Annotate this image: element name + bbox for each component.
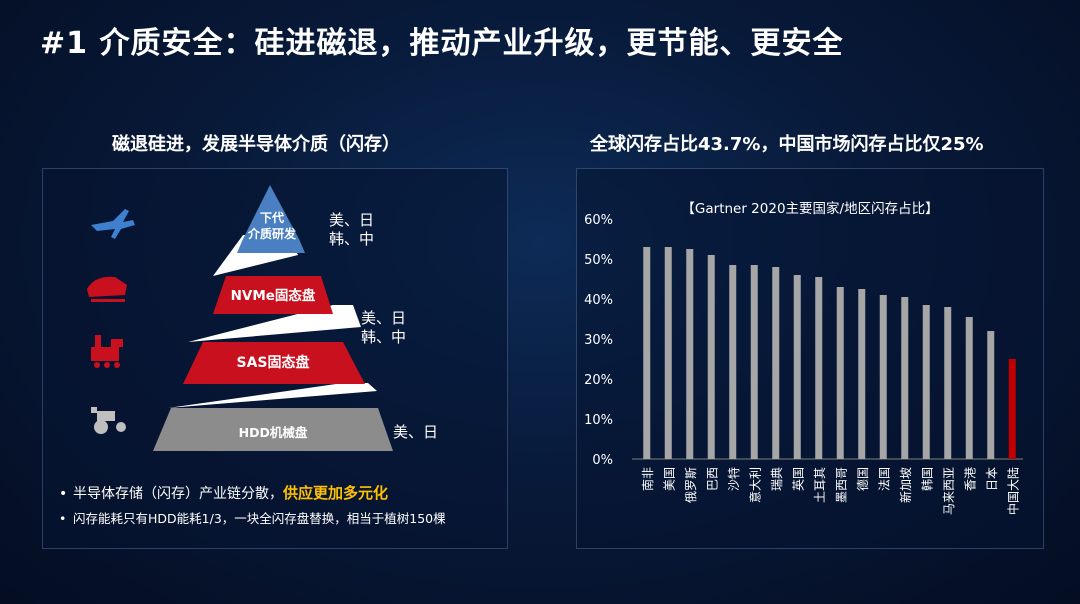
pyramid-connector [188, 305, 361, 342]
bar [729, 265, 737, 459]
bar [707, 255, 715, 459]
y-tick-label: 50% [584, 253, 613, 268]
bar [987, 331, 995, 459]
x-tick-label: 土耳其 [813, 467, 827, 503]
x-tick-label: 日本 [985, 467, 999, 491]
bar [815, 277, 823, 459]
pyramid-level-hdd [153, 408, 393, 451]
x-tick-label: 香港 [963, 467, 977, 491]
x-tick-label: 新加坡 [898, 467, 913, 503]
x-tick-label: 巴西 [705, 467, 719, 491]
pyramid-diagram: 下代 介质研发 NVMe固态盘 SAS固态盘 HDD机械盘 [87, 185, 393, 451]
countries-nvme-line2: 韩、中 [361, 328, 407, 346]
tractor-icon [91, 407, 126, 434]
countries-next-gen: 美、日 韩、中 [329, 211, 374, 249]
chart-title: 【Gartner 2020主要国家/地区闪存占比】 [681, 201, 939, 217]
left-panel-heading: 磁退硅进，发展半导体介质（闪存） [112, 134, 400, 155]
x-tick-label: 德国 [855, 467, 870, 491]
x-tick-label: 俄罗斯 [684, 467, 698, 503]
bullet-item: • 半导体存储（闪存）产业链分散，供应更加多元化 [59, 482, 446, 503]
bar [643, 247, 651, 459]
bar [686, 249, 694, 459]
bullet-text: 半导体存储（闪存）产业链分散， [73, 486, 283, 502]
y-tick-label: 20% [584, 373, 613, 388]
bar [922, 305, 930, 459]
bullet-train-icon [87, 276, 127, 302]
bar [879, 295, 887, 459]
bar [750, 265, 758, 459]
x-tick-label: 墨西哥 [834, 467, 848, 503]
plane-icon [91, 209, 135, 239]
pyramid-label-hdd: HDD机械盘 [239, 425, 308, 440]
bullet-highlight: 供应更加多元化 [283, 484, 389, 502]
bar [772, 267, 780, 459]
chart-panel: 【Gartner 2020主要国家/地区闪存占比】 0% 10% 20% 30% 40%… [576, 168, 1044, 549]
y-tick-label: 40% [584, 293, 613, 308]
countries-nvme-line1: 美、日 [361, 309, 407, 327]
bullet-list: • 半导体存储（闪存）产业链分散，供应更加多元化 • 闪存能耗只有HDD能耗1/3，… [59, 482, 446, 532]
x-tick-label: 英国 [791, 467, 805, 491]
countries-next-gen-line1: 美、日 [329, 211, 375, 229]
right-panel-heading: 全球闪存占比43.7%，中国市场闪存占比仅25% [590, 134, 984, 155]
bar [965, 317, 973, 459]
bar-chart: 0% 10% 20% 30% 40% 50% 60% 南非 美国 俄罗斯 巴西 沙特 意大利 瑞典 英国 土耳… [584, 213, 1023, 515]
bar [793, 275, 801, 459]
bullet-text: 闪存能耗只有HDD能耗1/3，一块全闪存盘替换，相当于植树150棵 [73, 511, 446, 526]
pyramid-panel: 下代 介质研发 NVMe固态盘 SAS固态盘 HDD机械盘 美、日 韩、中 美、… [42, 168, 508, 549]
x-tick-label: 美国 [662, 467, 676, 491]
countries-hdd: 美、日 [393, 423, 438, 442]
x-tick-label: 马来西亚 [942, 467, 956, 515]
x-tick-label: 意大利 [747, 467, 762, 503]
x-tick-label: 瑞典 [770, 467, 784, 491]
y-tick-label: 0% [592, 453, 613, 468]
bullet-dot: • [59, 511, 67, 526]
pyramid-label-sas: SAS固态盘 [236, 354, 309, 371]
pyramid-level-next-gen [243, 185, 299, 239]
bar [944, 307, 952, 459]
pyramid-connector [168, 383, 377, 408]
bar [836, 287, 844, 459]
pyramid-label-nvme: NVMe固态盘 [231, 287, 316, 304]
y-tick-label: 10% [584, 413, 613, 428]
pyramid-level-sas [183, 342, 365, 384]
pyramid-label-next-gen-1: 下代 [260, 210, 284, 225]
pyramid-level-nvme [213, 276, 333, 314]
steam-train-icon [91, 335, 123, 368]
bullet-dot: • [59, 486, 68, 502]
y-tick-label: 30% [584, 333, 613, 348]
bar [664, 247, 672, 459]
bullet-item: • 闪存能耗只有HDD能耗1/3，一块全闪存盘替换，相当于植树150棵 [59, 508, 446, 527]
x-tick-label: 中国大陆 [1005, 467, 1020, 515]
pyramid-label-next-gen-2: 介质研发 [247, 226, 297, 241]
x-tick-label: 南非 [640, 467, 655, 491]
x-tick-label: 韩国 [919, 467, 934, 491]
x-tick-label: 沙特 [726, 467, 741, 491]
countries-next-gen-line2: 韩、中 [329, 230, 375, 248]
y-tick-label: 60% [584, 213, 613, 228]
x-tick-label: 法国 [877, 467, 891, 491]
slide-title: #1 介质安全：硅进磁退，推动产业升级，更节能、更安全 [40, 26, 844, 61]
bar [1008, 359, 1016, 459]
countries-hdd-line1: 美、日 [393, 423, 439, 441]
bar [901, 297, 909, 459]
bar [858, 289, 866, 459]
countries-nvme: 美、日 韩、中 [361, 309, 406, 347]
pyramid-level-next-gen-base [237, 239, 305, 253]
